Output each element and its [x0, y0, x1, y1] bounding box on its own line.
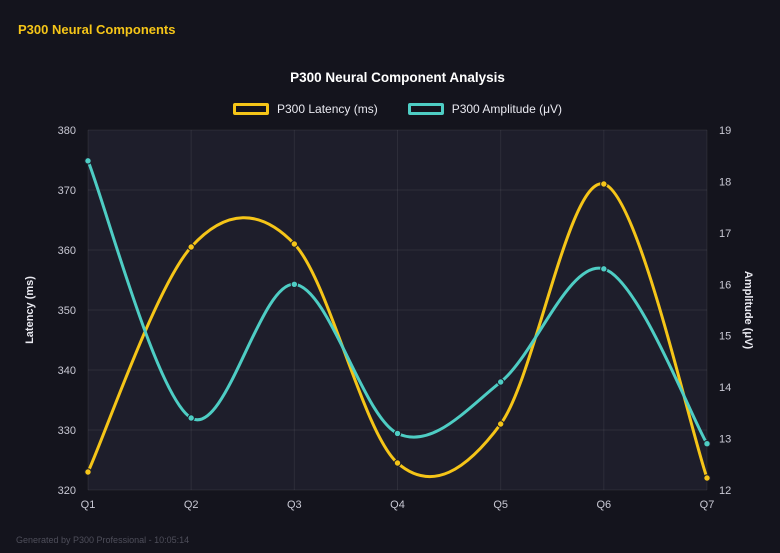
x-tick-label: Q3 — [287, 499, 302, 511]
x-tick-label: Q7 — [700, 499, 715, 511]
legend-swatch-amplitude — [407, 103, 444, 115]
x-tick-label: Q1 — [81, 499, 96, 511]
data-point — [600, 180, 608, 188]
y-right-tick-label: 13 — [719, 434, 731, 446]
legend-item-amplitude[interactable]: P300 Amplitude (μV) — [407, 102, 563, 116]
y-left-tick-label: 330 — [58, 425, 76, 437]
data-point — [496, 378, 505, 386]
data-point — [84, 157, 92, 165]
legend-swatch-latency — [232, 103, 269, 115]
legend-item-latency[interactable]: P300 Latency (ms) — [232, 102, 378, 116]
data-point — [187, 243, 195, 251]
x-tick-label: Q6 — [596, 499, 611, 511]
data-point — [187, 414, 195, 422]
y-right-tick-label: 15 — [719, 331, 731, 343]
data-point — [84, 468, 92, 476]
legend-label-amplitude: P300 Amplitude (μV) — [451, 102, 563, 116]
legend-label-latency: P300 Latency (ms) — [276, 102, 378, 116]
y-right-tick-label: 17 — [719, 228, 731, 240]
y-left-tick-label: 320 — [58, 485, 76, 497]
data-point — [393, 459, 402, 467]
chart-legend: P300 Latency (ms) P300 Amplitude (μV) — [88, 102, 707, 116]
data-point — [703, 440, 711, 448]
y-left-tick-label: 380 — [58, 125, 76, 137]
data-point — [703, 474, 711, 482]
app-title: P300 Neural Components — [18, 22, 176, 37]
data-point — [393, 429, 402, 438]
y-left-tick-label: 360 — [58, 245, 76, 257]
chart-title: P300 Neural Component Analysis — [290, 70, 505, 85]
data-point — [496, 420, 505, 428]
x-tick-label: Q4 — [390, 499, 405, 511]
data-point — [290, 280, 299, 288]
y-right-tick-label: 19 — [719, 125, 731, 137]
y-right-tick-label: 18 — [719, 176, 731, 188]
footer-status-text: Generated by P300 Professional - 10:05:1… — [16, 535, 190, 545]
x-tick-label: Q5 — [493, 499, 508, 511]
y-right-tick-label: 14 — [719, 382, 731, 394]
data-point — [290, 240, 299, 248]
y-left-tick-label: 350 — [58, 305, 76, 317]
y-left-tick-label: 340 — [58, 365, 76, 377]
y-right-tick-label: 16 — [719, 279, 731, 291]
y-right-tick-label: 12 — [719, 485, 731, 497]
y-left-tick-label: 370 — [58, 185, 76, 197]
x-tick-label: Q2 — [184, 499, 199, 511]
data-point — [600, 265, 608, 273]
